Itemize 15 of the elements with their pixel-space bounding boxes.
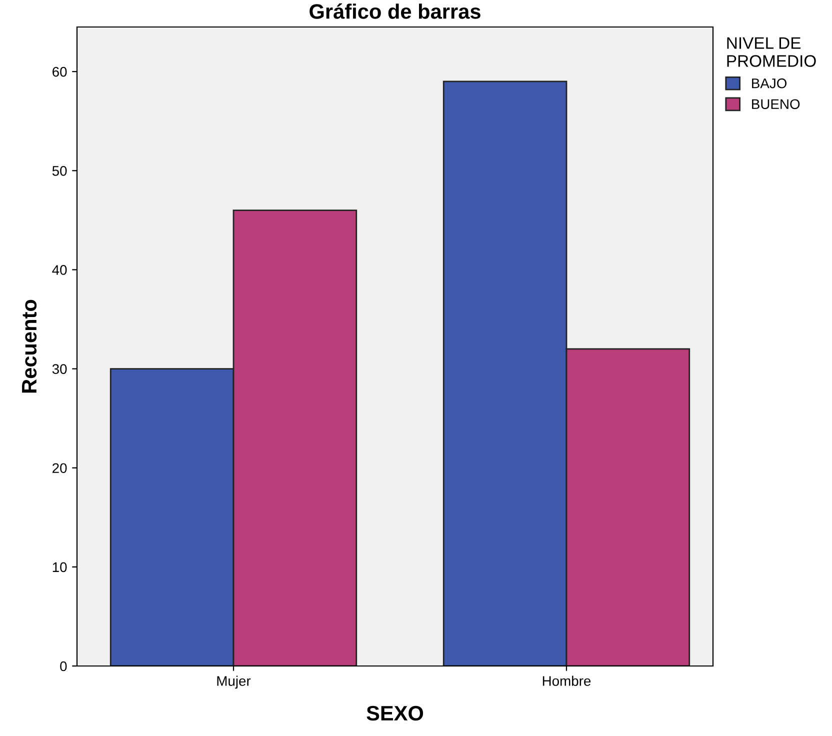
legend-label: BAJO bbox=[752, 78, 787, 88]
y-tick-label: 40 bbox=[52, 265, 67, 275]
y-tick-label: 60 bbox=[52, 66, 67, 77]
y-tick-label: 30 bbox=[52, 364, 67, 374]
legend-title: NIVEL DE PROMEDIO bbox=[727, 37, 816, 67]
x-axis-title: SEXO bbox=[366, 706, 424, 721]
x-tick-label: Mujer bbox=[217, 676, 251, 689]
y-tick-label: 0 bbox=[60, 661, 67, 672]
y-tick-label: 20 bbox=[52, 463, 67, 474]
y-axis-title: Recuento bbox=[22, 300, 37, 393]
legend-label: BUENO bbox=[752, 99, 800, 110]
y-tick-label: 50 bbox=[52, 166, 67, 176]
y-tick-label: 10 bbox=[52, 562, 67, 572]
x-tick-label: Hombre bbox=[542, 676, 591, 686]
chart-title: Gráfico de barras bbox=[310, 3, 480, 19]
